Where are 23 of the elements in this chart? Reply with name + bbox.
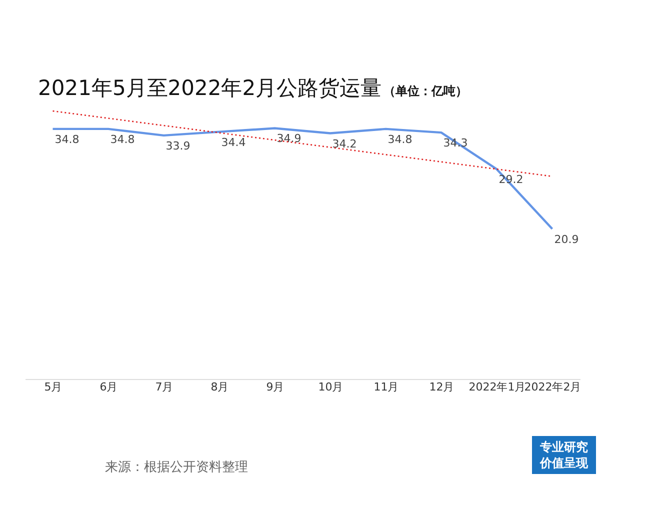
- x-tick-label: 12月: [429, 380, 454, 394]
- x-tick-label: 9月: [266, 380, 284, 394]
- data-label: 34.8: [388, 132, 412, 146]
- x-tick-label: 2022年2月: [524, 380, 582, 394]
- data-label: 34.8: [54, 132, 80, 146]
- chart-title: 2021年5月至2022年2月公路货运量: [38, 75, 382, 102]
- data-label: 34.9: [276, 132, 302, 146]
- data-label: 34.8: [110, 132, 135, 146]
- chart-subtitle: （单位：亿吨）: [384, 83, 468, 100]
- x-tick-label: 10月: [318, 380, 344, 394]
- source-note: 来源：根据公开资料整理: [105, 459, 248, 476]
- x-tick-label: 7月: [155, 380, 174, 394]
- data-label: 33.9: [166, 139, 190, 152]
- data-label: 34.4: [221, 136, 246, 149]
- x-tick-label: 11月: [374, 380, 399, 394]
- x-tick-label: 8月: [210, 380, 229, 394]
- x-tick-label: 2022年1月: [468, 380, 526, 394]
- data-label: 34.2: [332, 137, 357, 150]
- x-tick-label: 5月: [44, 380, 62, 394]
- text: 价值呈现: [540, 455, 588, 471]
- data-label: 20.9: [554, 232, 579, 246]
- text: 专业研究: [540, 439, 588, 455]
- x-tick-label: 6月: [100, 380, 118, 394]
